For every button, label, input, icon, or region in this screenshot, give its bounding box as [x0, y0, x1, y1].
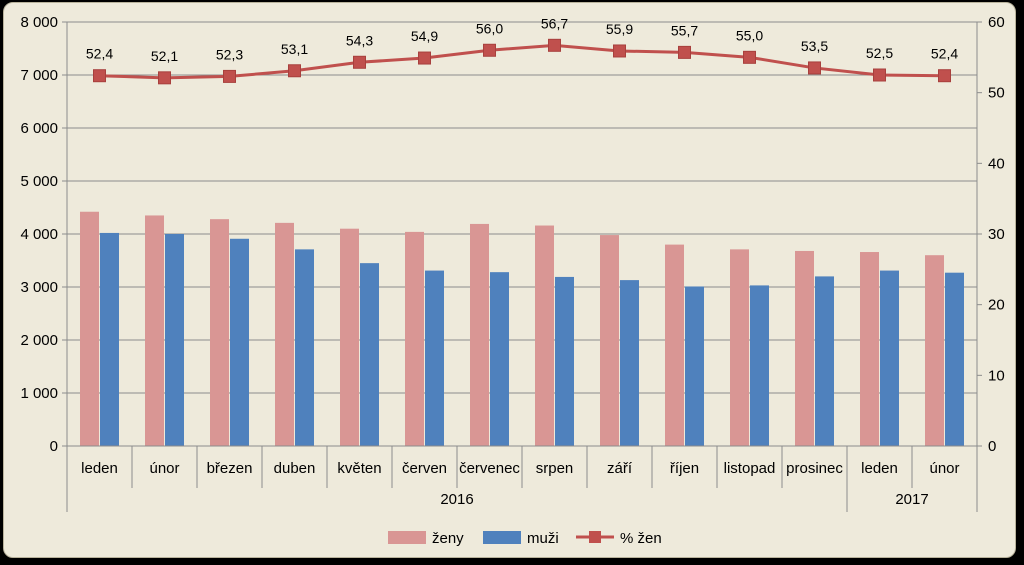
data-label: 52,5	[866, 45, 893, 61]
y-right-tick-label: 30	[988, 226, 1005, 243]
x-group-label: 2017	[895, 491, 928, 508]
line-marker	[548, 38, 561, 52]
y-left-tick-label: 6 000	[20, 120, 58, 137]
bar-zeny	[795, 250, 814, 446]
x-tick-label: červenec	[459, 460, 520, 477]
x-tick-label: srpen	[536, 460, 574, 477]
legend-swatch-zeny	[388, 531, 426, 544]
y-left-tick-label: 8 000	[20, 14, 58, 31]
data-label: 52,1	[151, 48, 178, 64]
data-label: 55,9	[606, 21, 633, 37]
line-marker	[873, 68, 886, 82]
bar-muzi	[295, 249, 314, 446]
bar-zeny	[730, 249, 749, 446]
x-tick-label: prosinec	[786, 460, 843, 477]
bar-muzi	[945, 272, 964, 446]
x-tick-label: duben	[274, 460, 316, 477]
data-label: 55,7	[671, 22, 698, 38]
line-pct-zen	[99, 43, 945, 80]
line-marker	[158, 71, 171, 85]
y-left-tick-label: 0	[50, 438, 58, 455]
y-right-tick-label: 40	[988, 155, 1005, 172]
bar-muzi	[750, 285, 769, 446]
y-left-tick-label: 4 000	[20, 226, 58, 243]
bar-zeny	[340, 228, 359, 446]
x-tick-label: říjen	[670, 460, 699, 477]
x-tick-label: listopad	[724, 460, 776, 477]
data-label: 52,4	[86, 46, 113, 62]
x-tick-label: únor	[929, 460, 959, 477]
bar-zeny	[210, 219, 229, 446]
bar-muzi	[815, 276, 834, 446]
bar-muzi	[165, 234, 184, 446]
legend-swatch-muzi	[483, 531, 521, 544]
y-left-tick-label: 1 000	[20, 385, 58, 402]
line-marker	[288, 64, 301, 78]
bar-zeny	[925, 255, 944, 446]
y-right-tick-label: 60	[988, 14, 1005, 31]
bar-muzi	[425, 270, 444, 446]
bar-muzi	[685, 286, 704, 446]
x-tick-label: leden	[861, 460, 898, 477]
line-marker	[483, 43, 496, 57]
x-tick-label: červen	[402, 460, 447, 477]
line-marker	[743, 50, 756, 64]
bar-zeny	[535, 225, 554, 446]
data-label: 56,0	[476, 20, 503, 36]
y-right-tick-label: 20	[988, 297, 1005, 314]
line-marker	[223, 69, 236, 83]
data-label: 52,4	[931, 46, 958, 62]
legend-marker-pct-zen	[589, 531, 601, 543]
bar-zeny	[860, 252, 879, 446]
line-marker	[613, 44, 626, 58]
bar-zeny	[600, 235, 619, 446]
y-right-tick-label: 0	[988, 438, 996, 455]
x-group-label: 2016	[440, 491, 473, 508]
bar-zeny	[145, 215, 164, 446]
x-tick-label: květen	[337, 460, 381, 477]
line-marker	[808, 61, 821, 75]
y-left-tick-label: 3 000	[20, 279, 58, 296]
data-label: 54,9	[411, 28, 438, 44]
line-marker	[93, 69, 106, 83]
bar-zeny	[665, 244, 684, 446]
x-tick-label: září	[607, 460, 633, 477]
data-label: 56,7	[541, 15, 568, 31]
x-tick-label: únor	[149, 460, 179, 477]
y-left-tick-label: 7 000	[20, 67, 58, 84]
line-marker	[418, 51, 431, 65]
bar-muzi	[880, 270, 899, 446]
x-tick-label: březen	[207, 460, 253, 477]
y-right-tick-label: 50	[988, 85, 1005, 102]
legend-label: muži	[527, 530, 559, 547]
bar-muzi	[620, 280, 639, 446]
legend-label: % žen	[620, 530, 662, 547]
data-label: 55,0	[736, 27, 763, 43]
bar-zeny	[470, 223, 489, 446]
data-label: 53,5	[801, 38, 828, 54]
bar-muzi	[100, 232, 119, 446]
y-right-tick-label: 10	[988, 367, 1005, 384]
data-label: 54,3	[346, 32, 373, 48]
bar-muzi	[555, 276, 574, 446]
data-label: 52,3	[216, 46, 243, 62]
bar-zeny	[80, 211, 99, 446]
y-left-tick-label: 2 000	[20, 332, 58, 349]
bar-zeny	[275, 222, 294, 446]
x-tick-label: leden	[81, 460, 118, 477]
y-left-tick-label: 5 000	[20, 173, 58, 190]
bar-muzi	[360, 263, 379, 446]
bar-zeny	[405, 231, 424, 446]
line-marker	[678, 45, 691, 59]
bar-muzi	[230, 238, 249, 446]
bar-muzi	[490, 272, 509, 446]
line-marker	[353, 55, 366, 69]
data-label: 53,1	[281, 41, 308, 57]
legend-label: ženy	[432, 530, 464, 547]
line-marker	[938, 69, 951, 83]
